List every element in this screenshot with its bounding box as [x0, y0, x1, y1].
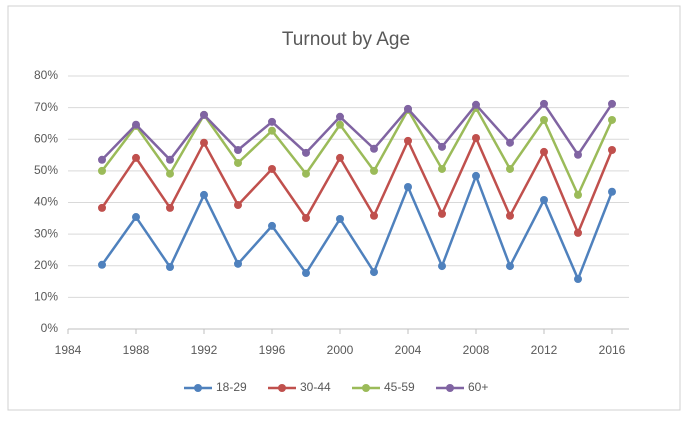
- x-tick-label: 1984: [55, 343, 82, 357]
- point: [302, 269, 310, 278]
- point: [574, 228, 582, 237]
- point: [268, 164, 276, 173]
- point: [404, 104, 412, 113]
- point: [234, 146, 242, 155]
- legend-marker: [194, 384, 202, 392]
- point: [608, 115, 616, 124]
- legend-label: 18-29: [216, 380, 247, 394]
- legend-label: 60+: [468, 380, 488, 394]
- point: [132, 120, 140, 129]
- y-tick-label: 0%: [41, 321, 59, 335]
- point: [472, 171, 480, 180]
- point: [200, 138, 208, 147]
- x-tick-label: 2016: [599, 343, 626, 357]
- point: [540, 99, 548, 108]
- point: [98, 260, 106, 269]
- legend-label: 45-59: [384, 380, 415, 394]
- point: [166, 263, 174, 272]
- point: [506, 164, 514, 173]
- point: [336, 120, 344, 129]
- x-tick-label: 2012: [531, 343, 558, 357]
- point: [336, 153, 344, 162]
- legend-marker: [278, 384, 286, 392]
- point: [302, 148, 310, 157]
- series-line: [101, 101, 614, 162]
- point: [268, 221, 276, 230]
- y-tick-label: 80%: [34, 68, 58, 82]
- chart-title: Turnout by Age: [282, 29, 410, 50]
- point: [336, 214, 344, 223]
- point: [540, 115, 548, 124]
- series-line: [101, 105, 614, 198]
- point: [506, 211, 514, 220]
- x-tick-label: 1992: [191, 343, 218, 357]
- legend-marker: [362, 384, 370, 392]
- point: [404, 136, 412, 145]
- series-line: [100, 134, 614, 237]
- point: [506, 262, 514, 271]
- point: [200, 110, 208, 119]
- y-tick-label: 60%: [34, 131, 58, 145]
- y-tick-label: 70%: [34, 100, 58, 114]
- point: [540, 147, 548, 156]
- point: [166, 169, 174, 178]
- point: [438, 142, 446, 151]
- y-tick-label: 50%: [34, 163, 58, 177]
- point: [234, 158, 242, 167]
- point: [574, 275, 582, 284]
- point: [472, 100, 480, 109]
- point: [132, 153, 140, 162]
- point: [234, 201, 242, 210]
- point: [268, 117, 276, 126]
- point: [98, 155, 106, 164]
- point: [472, 133, 480, 142]
- point: [302, 213, 310, 222]
- legend-label: 30-44: [300, 380, 331, 394]
- point: [302, 169, 310, 178]
- point: [132, 213, 140, 222]
- point: [608, 99, 616, 108]
- x-tick-label: 2004: [395, 343, 422, 357]
- point: [438, 262, 446, 271]
- x-tick-label: 2008: [463, 343, 490, 357]
- y-tick-label: 10%: [34, 290, 58, 304]
- point: [234, 259, 242, 268]
- x-tick-label: 1996: [259, 343, 286, 357]
- point: [370, 211, 378, 220]
- series-line: [100, 172, 614, 283]
- point: [370, 166, 378, 175]
- point: [608, 146, 616, 155]
- point: [608, 187, 616, 196]
- y-tick-label: 40%: [34, 195, 58, 209]
- point: [268, 126, 276, 135]
- point: [200, 190, 208, 199]
- point: [370, 268, 378, 277]
- point: [98, 166, 106, 175]
- point: [98, 203, 106, 212]
- point: [166, 155, 174, 164]
- point: [166, 203, 174, 212]
- x-tick-label: 1988: [123, 343, 150, 357]
- point: [438, 209, 446, 218]
- x-tick-label: 2000: [327, 343, 354, 357]
- point: [506, 138, 514, 147]
- y-tick-label: 30%: [34, 226, 58, 240]
- point: [370, 144, 378, 153]
- point: [574, 190, 582, 199]
- point: [540, 195, 548, 204]
- point: [404, 183, 412, 192]
- point: [574, 150, 582, 159]
- point: [438, 164, 446, 173]
- legend-marker: [446, 384, 454, 392]
- y-tick-label: 20%: [34, 258, 58, 272]
- point: [336, 112, 344, 121]
